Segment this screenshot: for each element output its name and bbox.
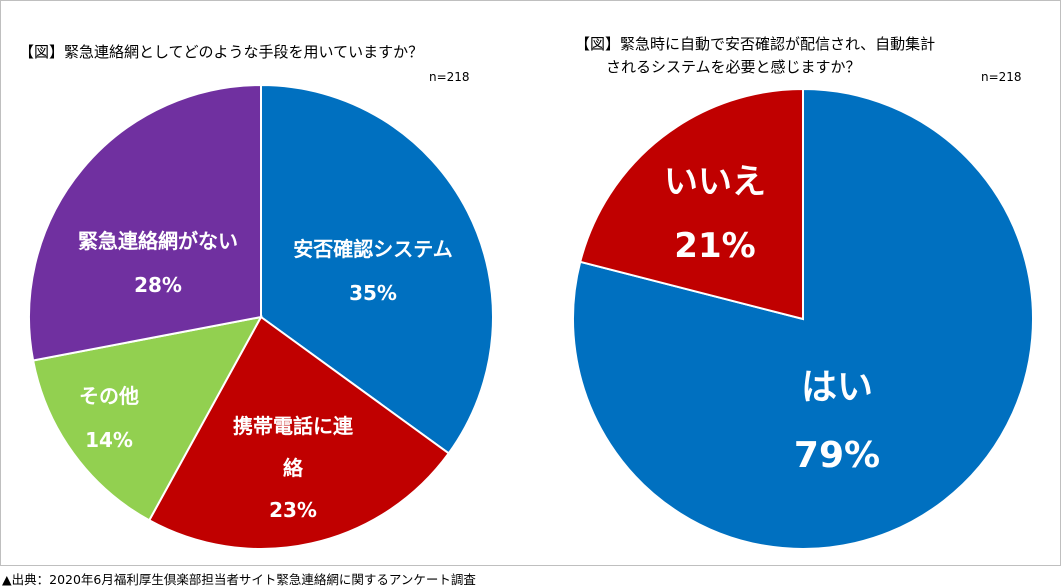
- right-pie-slice-0-label: はい: [801, 367, 873, 408]
- left-pie-slice-2: [31, 315, 263, 522]
- right-chart-title-line2: されるシステムを必要と感じますか？: [606, 58, 861, 76]
- left-pie-slice-0-percent: 35%: [349, 281, 397, 305]
- chart-frame: 【図】緊急連絡網としてどのような手段を用いていますか？ n=218 【図】緊急時…: [0, 0, 1061, 566]
- right-chart-n-label: n=218: [981, 70, 1022, 84]
- left-pie-slice-1: [147, 315, 451, 550]
- left-pie-slice-2-label: その他: [79, 384, 139, 408]
- right-pie-slice-0-percent: 79%: [794, 435, 880, 476]
- left-pie-slice-1-label: 携帯電話に連: [233, 414, 354, 438]
- right-pie-chart: はい 79% いいえ 21%: [572, 87, 1034, 550]
- right-pie-slice-1-label: いいえ: [664, 162, 766, 202]
- left-pie-slice-0-label: 安否確認システム: [293, 237, 452, 261]
- right-chart-title-line1: 【図】緊急時に自動で安否確認が配信され、自動集計: [575, 35, 936, 53]
- left-pie-slice-2-percent: 14%: [85, 428, 133, 452]
- left-pie-slice-3-label: 緊急連絡網がない: [78, 229, 238, 253]
- left-pie-slice-0: [260, 83, 494, 455]
- right-pie-slice-1-percent: 21%: [674, 226, 755, 266]
- left-pie-slice-1-percent: 23%: [269, 498, 317, 522]
- left-pie-slice-3: [28, 83, 262, 362]
- left-chart-n-label: n=218: [429, 70, 470, 84]
- left-chart-title: 【図】緊急連絡網としてどのような手段を用いていますか？: [19, 43, 424, 61]
- source-note: ▲出典：2020年6月福利厚生倶楽部担当者サイト緊急連絡網に関するアンケート調査: [2, 572, 476, 587]
- right-pie-slice-1: [579, 87, 804, 321]
- left-pie-slice-1-label: 絡: [283, 456, 304, 480]
- left-pie-slice-3-percent: 28%: [134, 273, 182, 297]
